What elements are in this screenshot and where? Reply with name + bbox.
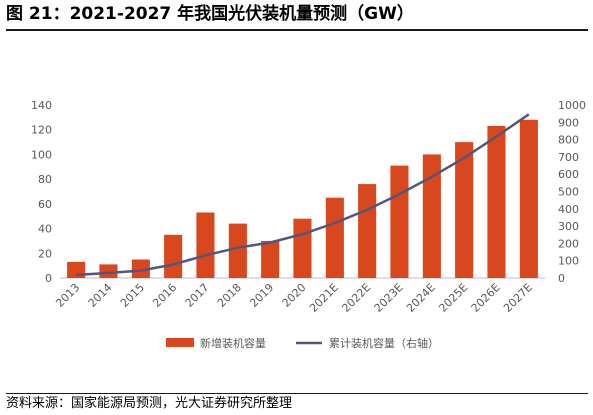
y-axis-left-ticks: 0 20 40 60 80 100 120 140 [31,99,52,285]
chart: 2013 2014 2015 2016 2017 2018 2019 20202021E202… [31,99,586,350]
y-right-tick-label: 600 [558,168,579,181]
x-tick-label: 2025E [436,281,470,315]
x-tick-label: 2026E [469,281,503,315]
bar-2021E [325,197,344,278]
y-right-tick-label: 400 [558,203,579,216]
bar-2024E [422,154,441,278]
x-tick-label: 2024E [404,281,438,315]
y-right-tick-label: 500 [558,186,579,199]
y-left-tick-label: 40 [38,223,52,236]
bar-2016 [164,234,183,279]
x-tick-label: 2018 [215,281,244,310]
legend-label-line: 累计装机容量（右轴） [329,336,439,350]
title-rule [6,29,588,31]
y-right-tick-label: 1000 [558,99,586,112]
y-left-tick-label: 0 [45,272,52,285]
bar-2025E [455,142,474,278]
y-left-tick-label: 80 [38,173,52,186]
x-tick-label: 2022E [339,281,373,315]
x-tick-label: 2013 [53,281,82,310]
y-right-tick-label: 900 [558,116,579,129]
figure-title: 图 21：2021-2027 年我国光伏装机量预测（GW） [6,4,414,24]
y-left-tick-label: 140 [31,99,52,112]
x-tick-label: 2020 [280,281,309,310]
y-right-tick-label: 200 [558,237,579,250]
y-axis-right-ticks: 0 100 200 300 400 500 600 700 800 900 1000 [558,99,586,285]
y-right-tick-label: 0 [558,272,565,285]
x-tick-label: 2027E [501,281,535,315]
y-left-tick-label: 20 [38,247,52,260]
bar-series [67,119,538,279]
x-tick-label: 2016 [150,281,179,310]
bar-2014 [99,264,118,278]
x-axis-ticks: 2013 2014 2015 2016 2017 2018 2019 20202021E202… [53,281,535,315]
line-series [76,113,530,277]
bar-2019 [261,240,280,278]
bar-2027E [519,119,538,278]
y-right-tick-label: 700 [558,151,579,164]
legend-swatch-bar [166,338,194,347]
x-tick-label: 2015 [118,281,147,310]
bar-2020 [293,218,312,278]
source-note: 资料来源：国家能源局预测，光大证券研究所整理 [6,396,293,411]
x-tick-label: 2023E [372,281,406,315]
bar-2026E [487,126,506,278]
bar-2022E [358,184,377,278]
x-tick-label: 2014 [86,281,115,310]
cumulative-line [76,113,530,277]
legend: 新增装机容量 累计装机容量（右轴） [166,336,439,350]
y-left-tick-label: 120 [31,124,52,137]
source-rule [6,393,588,394]
x-tick-label: 2017 [183,281,212,310]
y-right-tick-label: 800 [558,134,579,147]
x-tick-label: 2019 [247,281,276,310]
legend-label-bar: 新增装机容量 [200,336,266,350]
bar-2023E [390,165,409,278]
y-left-tick-label: 100 [31,148,52,161]
bar-2018 [228,223,247,278]
y-right-tick-label: 300 [558,220,579,233]
bar-2015 [131,259,150,278]
y-right-tick-label: 100 [558,255,579,268]
bar-2017 [196,212,215,278]
y-left-tick-label: 60 [38,198,52,211]
x-tick-label: 2021E [307,281,341,315]
